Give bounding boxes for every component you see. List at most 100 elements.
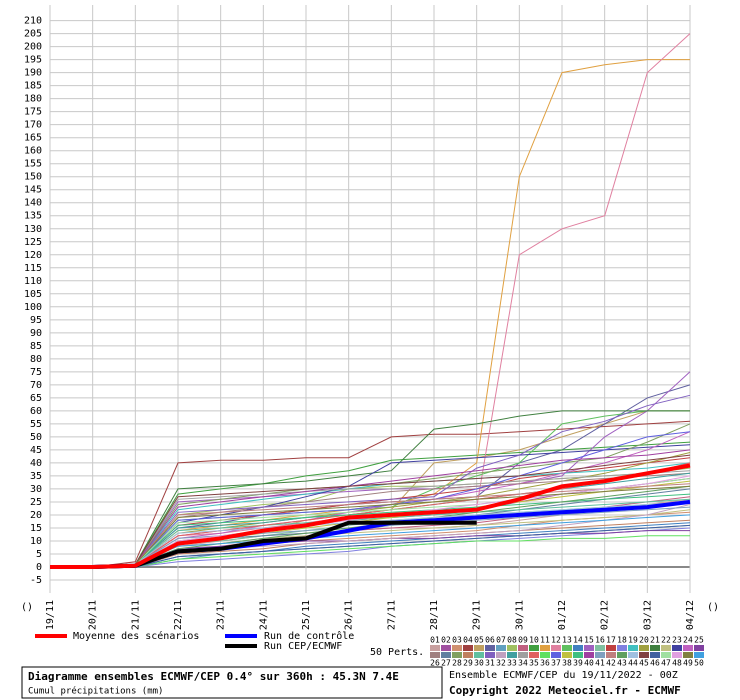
member-line [50,483,691,568]
member-line [50,454,691,568]
y-tick-label: 15 [30,523,42,534]
y-tick-label: 160 [24,146,42,157]
x-tick-label: 03/12 [642,600,653,630]
y-tick-label: 40 [30,458,42,469]
legend-label: 35 [529,659,539,668]
y-tick-label: 75 [30,367,42,378]
corner-mark: () [707,602,719,613]
y-tick-label: 180 [24,94,42,105]
member-line [50,524,691,568]
member-line [50,493,691,568]
y-tick-label: 55 [30,419,42,430]
y-tick-label: 35 [30,471,42,482]
member-line [50,33,691,568]
legend-swatch [496,652,506,658]
legend-label: 49 [683,659,693,668]
member-line [50,431,691,568]
legend-swatch [562,645,572,651]
lines [50,33,691,569]
legend-label: 47 [661,659,671,668]
y-tick-label: 80 [30,354,42,365]
legend-swatch [661,645,671,651]
legend-swatch [551,652,561,658]
legend-label: 26 [430,659,440,668]
y-tick-label: 100 [24,302,42,313]
x-tick-label: 23/11 [216,600,227,630]
y-tick-label: 150 [24,172,42,183]
member-line [50,420,691,568]
legend-swatch [551,645,561,651]
chart-title: Diagramme ensembles ECMWF/CEP 0.4° sur 3… [28,670,399,683]
legend-label: 18 [617,636,627,645]
y-tick-label: 175 [24,107,42,118]
legend-swatch [606,645,616,651]
legend-swatch [595,645,605,651]
legend-label: 24 [683,636,693,645]
legend-label: 31 [485,659,495,668]
legend-label: 27 [441,659,451,668]
legend-label: 33 [507,659,517,668]
legend-label: 14 [573,636,583,645]
x-tick-label: 02/12 [600,600,611,630]
legend-swatch [683,645,693,651]
legend-label: 05 [474,636,484,645]
legend-swatch [562,652,572,658]
legend-label: 21 [650,636,660,645]
legend-label: 23 [672,636,682,645]
x-tick-label: 19/11 [45,600,56,630]
legend-label: 02 [441,636,451,645]
legend-label: 42 [606,659,616,668]
y-tick-label: 170 [24,120,42,131]
legend-swatch [430,645,440,651]
member-line [50,59,690,568]
legend-label: 48 [672,659,682,668]
legend-swatch [485,645,495,651]
legend-swatch [661,652,671,658]
legend-swatch [529,652,539,658]
legend-label: 36 [540,659,550,668]
legend-swatch [452,652,462,658]
member-line [50,498,691,568]
legend-label: 37 [551,659,561,668]
y-tick-label: 190 [24,68,42,79]
legend-label: 13 [562,636,572,645]
y-tick-label: 60 [30,406,42,417]
legend-label: 08 [507,636,517,645]
legend-label: 29 [463,659,473,668]
legend-label: 22 [661,636,671,645]
legend-label: 40 [584,659,594,668]
y-tick-label: 20 [30,510,42,521]
legend-swatch [584,645,594,651]
legend-swatch [694,652,704,658]
legend-swatch [639,645,649,651]
legend-label: 10 [529,636,539,645]
y-tick-label: 120 [24,250,42,261]
x-tick-label: 01/12 [557,600,568,630]
legend-swatch [474,652,484,658]
highlight-line [50,463,691,569]
legend-swatch [628,645,638,651]
y-tick-label: 90 [30,328,42,339]
member-line [50,441,691,568]
legend-label: 01 [430,636,440,645]
legend-label: 19 [628,636,638,645]
x-tick-label: 27/11 [386,600,397,630]
legend-label: 45 [639,659,649,668]
legend-swatch [474,645,484,651]
member-line [50,449,691,568]
y-tick-label: 105 [24,289,42,300]
legend-label: 20 [639,636,649,645]
y-tick-label: 130 [24,224,42,235]
x-tick-label: 04/12 [685,600,696,630]
member-line [50,394,691,568]
y-tick-label: 50 [30,432,42,443]
legend-swatch [672,652,682,658]
legend-swatch [529,645,539,651]
y-tick-label: 165 [24,133,42,144]
legend-swatch [617,652,627,658]
y-tick-label: 95 [30,315,42,326]
title-box [21,666,443,699]
y-tick-label: 125 [24,237,42,248]
